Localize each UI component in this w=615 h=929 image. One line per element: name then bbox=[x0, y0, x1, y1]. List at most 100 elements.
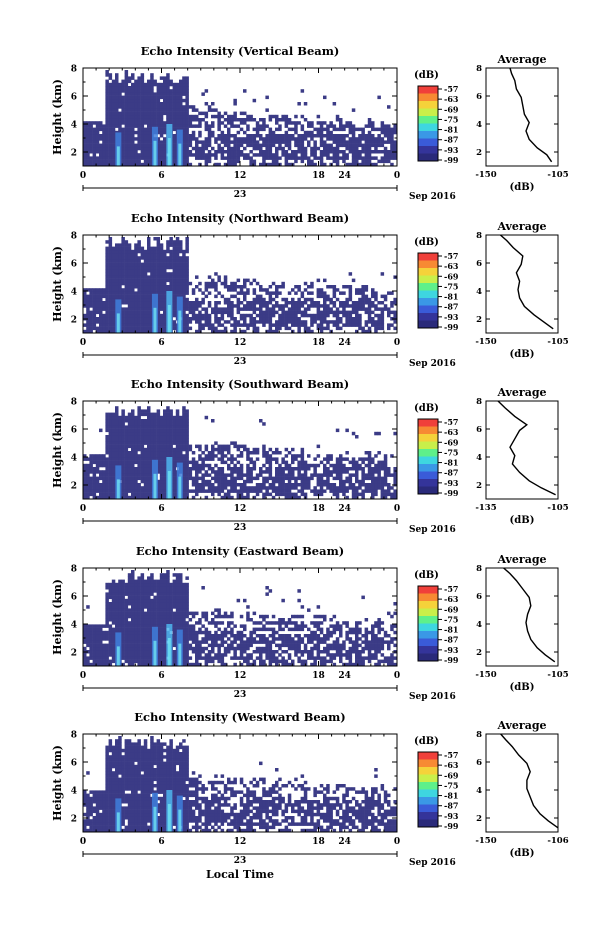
heat-cell bbox=[287, 134, 292, 138]
heat-cell bbox=[131, 419, 135, 423]
heat-cell bbox=[175, 265, 180, 270]
heat-cell bbox=[191, 108, 196, 112]
heat-cell bbox=[182, 492, 186, 497]
heat-cell bbox=[191, 153, 196, 157]
heat-cell bbox=[211, 470, 215, 474]
heat-cell bbox=[236, 118, 241, 122]
x-tick-label: 18 bbox=[312, 504, 325, 514]
heat-cell bbox=[284, 486, 289, 490]
heat-cell bbox=[265, 460, 269, 465]
heat-cell bbox=[204, 281, 209, 286]
heat-cell bbox=[105, 105, 109, 109]
heat-cell bbox=[111, 79, 116, 84]
heat-cell bbox=[287, 495, 292, 500]
heat-cell bbox=[201, 146, 205, 151]
heat-cell bbox=[380, 476, 385, 481]
heat-cell bbox=[83, 492, 87, 497]
heat-cell bbox=[134, 447, 138, 452]
heat-cell bbox=[220, 451, 225, 455]
heat-cell bbox=[156, 415, 161, 420]
heat-cell bbox=[105, 275, 109, 279]
heat-cell bbox=[319, 329, 324, 334]
heat-cell bbox=[127, 479, 132, 484]
heat-cell bbox=[281, 320, 285, 324]
heat-cell bbox=[185, 130, 189, 135]
heat-cell bbox=[223, 479, 228, 484]
heat-cell bbox=[111, 294, 116, 299]
colorbar-frame bbox=[417, 418, 439, 495]
heat-cell bbox=[159, 278, 164, 283]
heat-cell bbox=[259, 288, 263, 292]
heat-cell bbox=[143, 275, 148, 279]
heat-cell bbox=[163, 111, 167, 116]
heat-cell bbox=[303, 460, 308, 465]
heat-cell bbox=[243, 489, 247, 493]
heat-cell bbox=[182, 307, 186, 311]
heat-cell bbox=[134, 285, 138, 289]
heat-cell bbox=[233, 467, 237, 471]
heat-cell bbox=[303, 310, 308, 315]
heat-cell bbox=[137, 249, 141, 254]
heat-cell bbox=[156, 124, 161, 128]
heat-cell bbox=[131, 89, 135, 93]
heat-cell bbox=[156, 143, 161, 148]
heat-cell bbox=[105, 415, 109, 420]
heat-cell bbox=[281, 137, 285, 141]
heat-cell bbox=[326, 294, 330, 299]
heat-cell bbox=[195, 114, 199, 119]
heat-cell bbox=[185, 278, 189, 283]
heat-cell bbox=[335, 428, 340, 433]
heat-cell bbox=[284, 489, 289, 493]
heat-cell bbox=[355, 150, 359, 154]
heat-cell bbox=[278, 476, 282, 481]
heat-cell bbox=[169, 259, 173, 263]
heat-cell bbox=[246, 307, 250, 311]
heat-cell bbox=[278, 317, 282, 321]
heat-cell bbox=[143, 102, 148, 106]
heat-cell bbox=[105, 301, 109, 305]
heat-cell bbox=[124, 253, 129, 257]
heat-cell bbox=[89, 143, 93, 148]
heat-cell bbox=[383, 140, 388, 144]
heat-cell bbox=[223, 307, 228, 311]
heat-cell bbox=[159, 256, 164, 260]
heat-cell bbox=[300, 301, 305, 305]
heat-cell bbox=[243, 486, 247, 490]
heat-cell bbox=[86, 630, 90, 635]
heat-cell bbox=[326, 124, 330, 128]
heat-cell bbox=[255, 124, 260, 128]
heat-cell bbox=[310, 297, 314, 302]
heat-cell bbox=[265, 301, 269, 305]
heat-cell bbox=[303, 118, 308, 122]
heat-cell bbox=[118, 102, 122, 106]
heat-cell bbox=[294, 130, 298, 135]
y-tick-label: 4 bbox=[71, 121, 77, 131]
heat-cell bbox=[265, 153, 269, 157]
heat-cell bbox=[143, 137, 148, 141]
heat-cell bbox=[99, 137, 103, 141]
heat-cell bbox=[188, 140, 193, 144]
heat-cell bbox=[390, 323, 394, 327]
heat-cell bbox=[147, 156, 151, 160]
heat-cell bbox=[217, 476, 221, 481]
heat-cell bbox=[108, 143, 113, 148]
heat-cell bbox=[99, 297, 103, 302]
heat-cell bbox=[108, 444, 113, 449]
heat-cell bbox=[118, 82, 122, 87]
heat-cell bbox=[358, 288, 362, 292]
heat-cell bbox=[211, 130, 215, 135]
heat-cell bbox=[150, 329, 154, 334]
heat-cell bbox=[214, 320, 218, 324]
heat-cell bbox=[300, 153, 305, 157]
heat-cell bbox=[351, 463, 356, 468]
heat-cell bbox=[329, 146, 333, 151]
heat-cell bbox=[185, 320, 189, 324]
heat-cell bbox=[108, 156, 113, 160]
heat-cell bbox=[220, 114, 225, 119]
heat-cell bbox=[121, 467, 125, 471]
heat-cell bbox=[131, 150, 135, 154]
convective-core bbox=[116, 313, 120, 333]
heat-cell bbox=[105, 310, 109, 315]
heat-cell bbox=[345, 428, 349, 433]
heat-cell bbox=[102, 323, 106, 327]
